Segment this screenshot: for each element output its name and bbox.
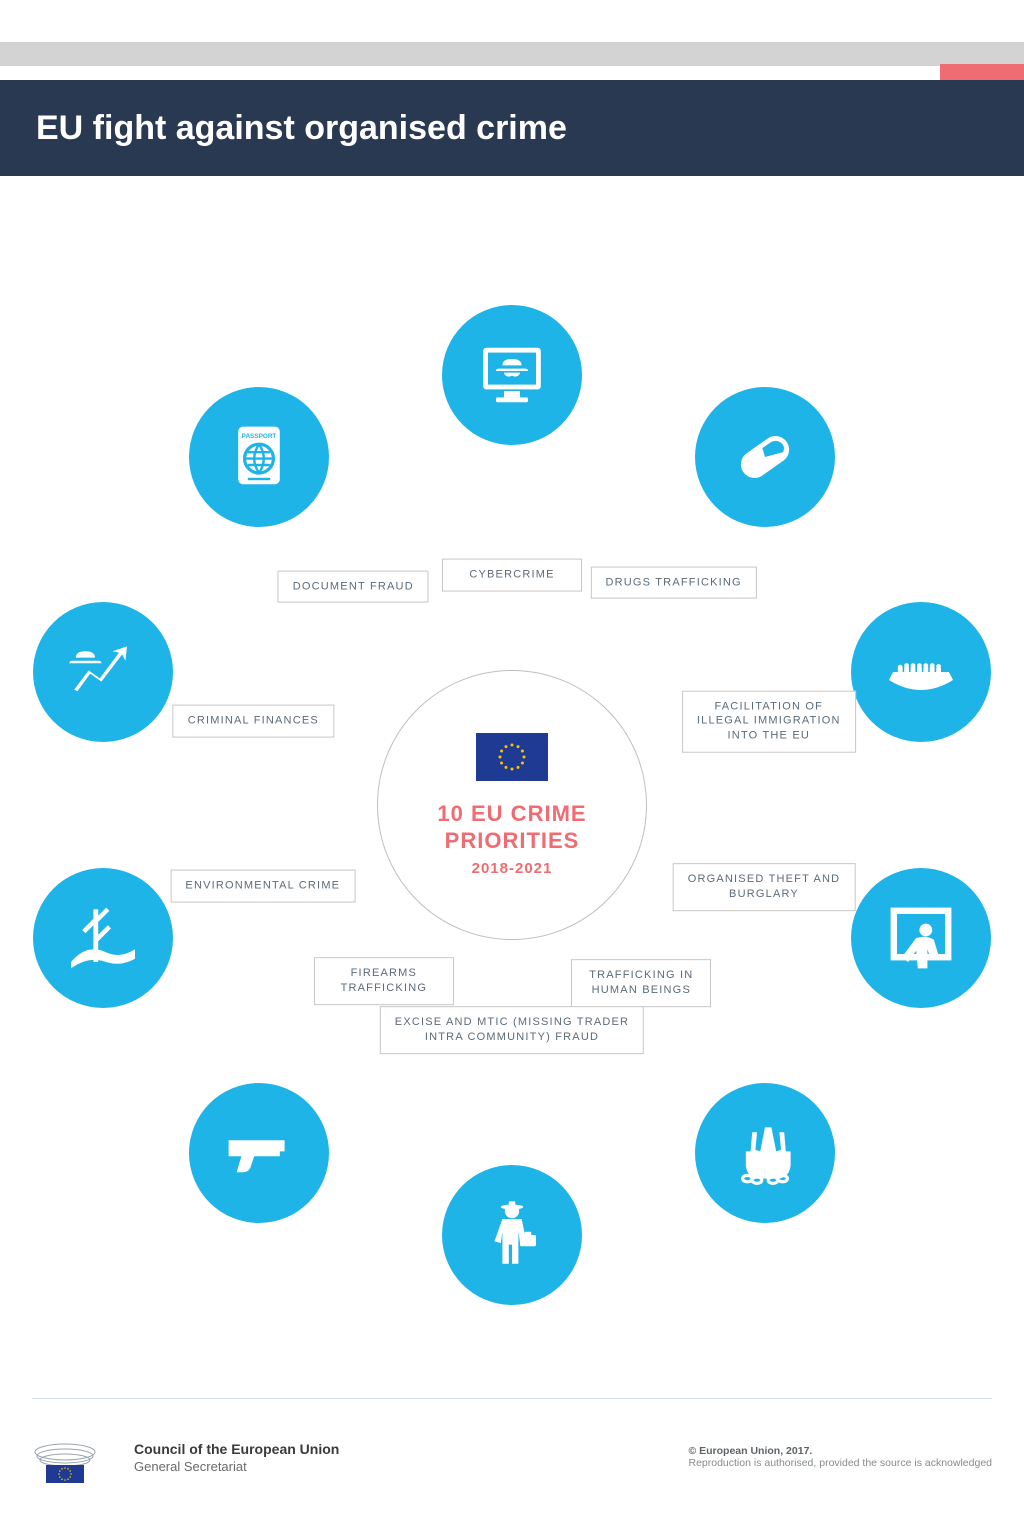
node-cybercrime-label: CYBERCRIME xyxy=(442,559,582,592)
node-firearms-label: FIREARMSTRAFFICKING xyxy=(314,958,454,1006)
footer-copyright: © European Union, 2017. xyxy=(688,1445,992,1457)
center-title: 10 EU CRIME PRIORITIES xyxy=(437,801,586,854)
node-drugs-label: DRUGS TRAFFICKING xyxy=(590,566,756,599)
footer-note: Reproduction is authorised, provided the… xyxy=(688,1457,992,1469)
node-humans-label: TRAFFICKING INHUMAN BEINGS xyxy=(571,959,711,1007)
node-firearms-icon xyxy=(189,1083,329,1223)
node-drugs-icon xyxy=(695,387,835,527)
node-immigration-icon xyxy=(851,602,991,742)
top-gray-bar xyxy=(0,42,1024,66)
center-circle: 10 EU CRIME PRIORITIES 2018-2021 xyxy=(377,670,647,940)
node-theft-icon xyxy=(851,868,991,1008)
page-title: EU fight against organised crime xyxy=(36,109,567,148)
node-finances-label: CRIMINAL FINANCES xyxy=(173,705,334,738)
node-environmental-icon xyxy=(33,868,173,1008)
center-line2: PRIORITIES xyxy=(445,828,580,853)
node-humans-icon xyxy=(695,1083,835,1223)
eu-flag-icon xyxy=(476,733,548,781)
node-environmental-label: ENVIRONMENTAL CRIME xyxy=(170,870,355,903)
node-theft-label: ORGANISED THEFT ANDBURGLARY xyxy=(673,863,856,911)
footer-right: © European Union, 2017. Reproduction is … xyxy=(688,1445,992,1469)
node-cybercrime-icon xyxy=(442,305,582,445)
header-band: EU fight against organised crime xyxy=(0,80,1024,176)
footer-org-block: Council of the European Union General Se… xyxy=(134,1441,339,1474)
node-finances-icon xyxy=(33,602,173,742)
footer-divider xyxy=(32,1398,992,1399)
node-mtic-icon xyxy=(442,1165,582,1305)
center-line1: 10 EU CRIME xyxy=(437,801,586,826)
footer-left: Council of the European Union General Se… xyxy=(32,1430,339,1484)
footer-suborg: General Secretariat xyxy=(134,1459,339,1474)
node-document-icon xyxy=(189,387,329,527)
footer: Council of the European Union General Se… xyxy=(32,1430,992,1484)
center-subtitle: 2018-2021 xyxy=(472,860,553,877)
node-immigration-label: FACILITATION OFILLEGAL IMMIGRATIONINTO T… xyxy=(682,690,856,753)
footer-org: Council of the European Union xyxy=(134,1441,339,1457)
council-logo-icon xyxy=(32,1430,120,1484)
node-mtic-label: EXCISE AND MTIC (MISSING TRADERINTRA COM… xyxy=(380,1006,644,1054)
radial-diagram: 10 EU CRIME PRIORITIES 2018-2021 CYBERCR… xyxy=(0,280,1024,1330)
node-document-label: DOCUMENT FRAUD xyxy=(278,570,429,603)
